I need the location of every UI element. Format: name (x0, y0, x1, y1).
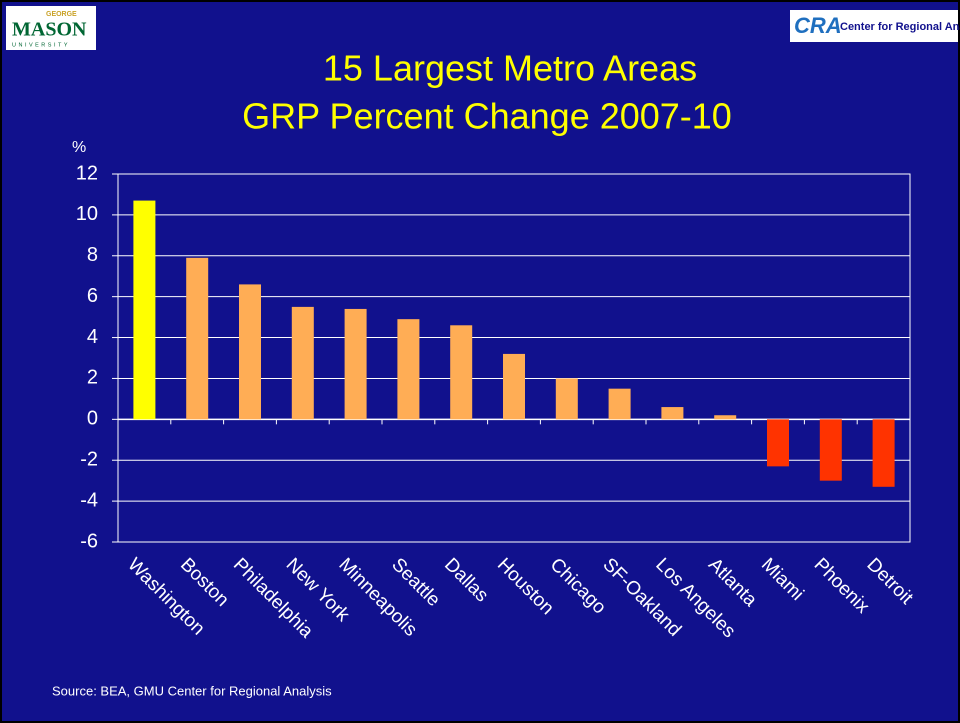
bar (767, 419, 789, 467)
y-tick-label: 12 (76, 162, 98, 184)
y-tick-label: 0 (87, 408, 98, 430)
bar (503, 353, 525, 420)
bar (239, 284, 261, 420)
bar (186, 257, 209, 420)
bar (133, 200, 156, 420)
bar (555, 378, 578, 420)
bar (714, 415, 737, 420)
left-logo (6, 6, 96, 50)
chart-title: 15 Largest Metro Areas (323, 48, 697, 89)
bar (872, 419, 895, 487)
logo-bottom: UNIVERSITY (12, 42, 70, 48)
logo-top: GEORGE (46, 11, 77, 18)
bar (344, 308, 367, 420)
logo-mark: CRA (794, 13, 842, 38)
right-logo (790, 10, 958, 42)
logo-text: Center for Regional Analys (840, 21, 960, 33)
bar (608, 388, 631, 420)
y-tick-label: -2 (80, 449, 98, 471)
bar (450, 325, 473, 420)
source: Source: BEA, GMU Center for Regional Ana… (52, 683, 332, 698)
bar (661, 407, 684, 420)
bar (819, 419, 842, 481)
y-tick-label: -4 (80, 489, 98, 511)
logo-main: MASON (12, 19, 87, 41)
y-tick-label: 10 (76, 203, 98, 225)
y-tick-label: 6 (87, 285, 98, 307)
y-axis-label: % (72, 139, 86, 156)
bar (291, 306, 314, 420)
y-tick-label: -6 (80, 530, 98, 552)
chart-title: GRP Percent Change 2007-10 (242, 96, 732, 137)
y-tick-label: 2 (87, 367, 98, 389)
bar (397, 319, 420, 420)
y-tick-label: 4 (87, 326, 98, 348)
y-tick-label: 8 (87, 244, 98, 266)
